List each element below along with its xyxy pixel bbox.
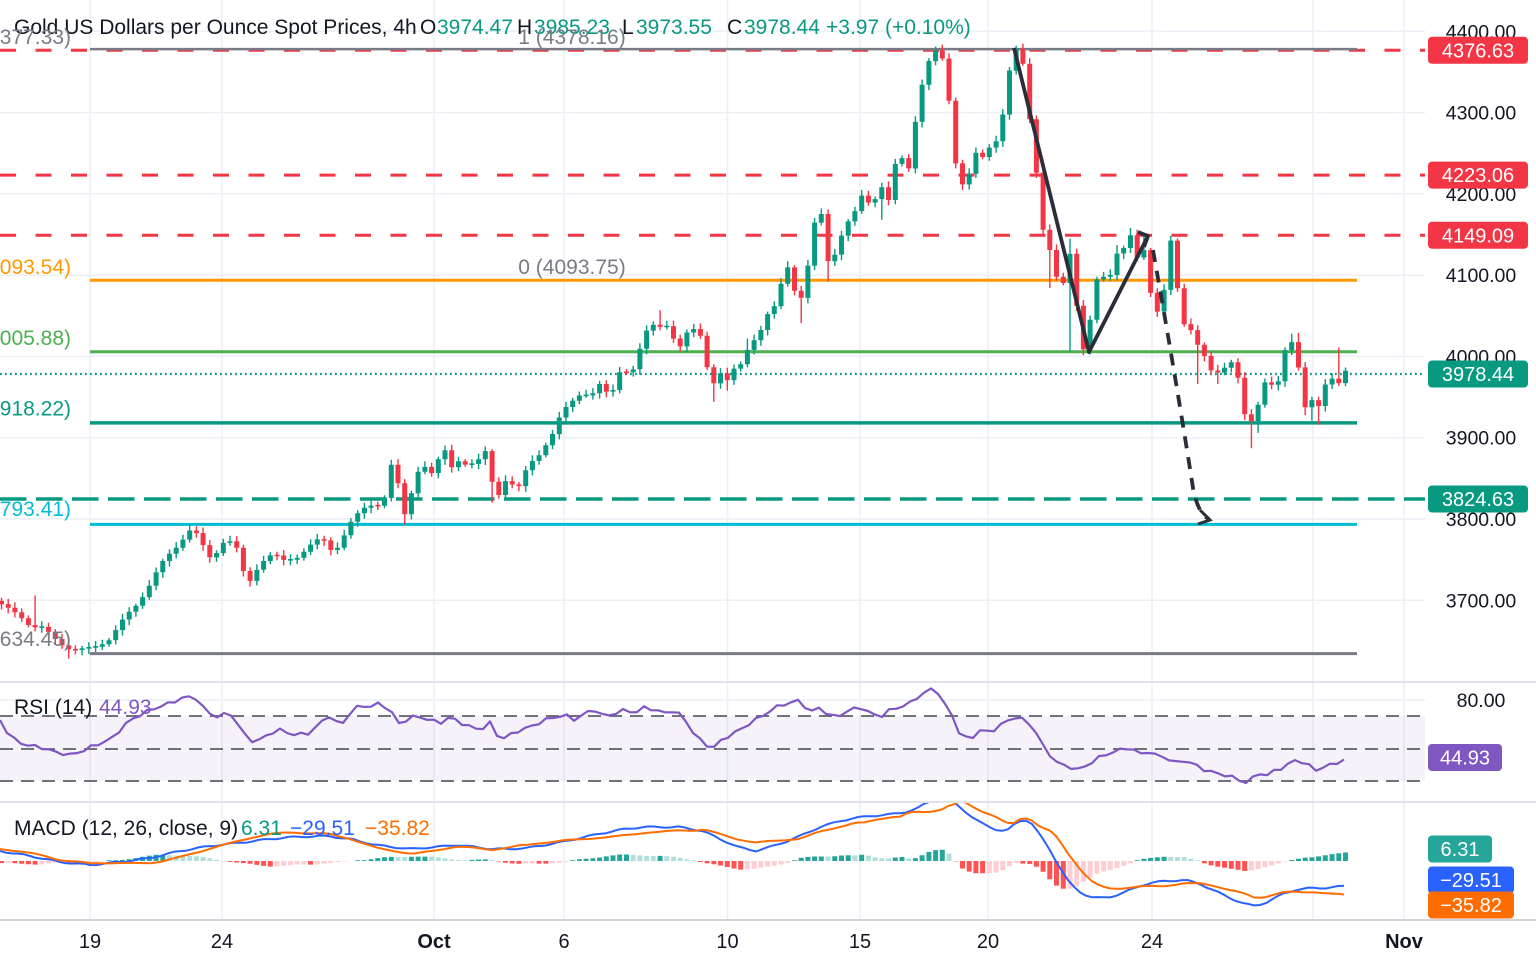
svg-text:3900.00: 3900.00: [1446, 428, 1517, 450]
svg-text:(4377.33): (4377.33): [0, 26, 71, 49]
svg-text:4223.06: 4223.06: [1442, 165, 1514, 187]
svg-text:+3.97 (+0.10%): +3.97 (+0.10%): [826, 16, 971, 39]
svg-text:−35.82: −35.82: [365, 817, 430, 840]
svg-text:Oct: Oct: [417, 931, 451, 953]
svg-text:0 (4093.75): 0 (4093.75): [518, 256, 625, 279]
svg-text:3978.44: 3978.44: [744, 16, 820, 39]
svg-text:Nov: Nov: [1385, 931, 1424, 953]
svg-text:4300.00: 4300.00: [1446, 103, 1517, 125]
svg-text:44.93: 44.93: [99, 696, 152, 719]
svg-text:19: 19: [79, 931, 101, 953]
svg-text:MACD (12, 26, close, 9): MACD (12, 26, close, 9): [14, 817, 238, 840]
svg-text:3700.00: 3700.00: [1446, 590, 1517, 612]
svg-text:H: H: [517, 16, 532, 39]
svg-text:3824.63: 3824.63: [1442, 489, 1514, 511]
svg-text:RSI (14): RSI (14): [14, 696, 92, 719]
svg-text:O: O: [420, 16, 436, 39]
svg-text:6.31: 6.31: [1441, 839, 1480, 861]
svg-text:(3793.41): (3793.41): [0, 498, 71, 521]
svg-text:80.00: 80.00: [1457, 690, 1506, 712]
svg-text:44.93: 44.93: [1440, 748, 1490, 770]
svg-text:24: 24: [211, 931, 233, 953]
svg-text:(3634.45): (3634.45): [0, 628, 71, 651]
svg-text:24: 24: [1141, 931, 1163, 953]
svg-text:3800.00: 3800.00: [1446, 509, 1517, 531]
svg-text:15: 15: [849, 931, 871, 953]
svg-text:−29.51: −29.51: [290, 817, 355, 840]
svg-text:4100.00: 4100.00: [1446, 265, 1517, 287]
svg-text:1 (4378.16): 1 (4378.16): [518, 26, 625, 49]
svg-text:−29.51: −29.51: [1440, 870, 1502, 892]
svg-text:C: C: [727, 16, 742, 39]
svg-text:3973.55: 3973.55: [636, 16, 712, 39]
svg-text:(4093.54): (4093.54): [0, 256, 71, 279]
svg-text:4200.00: 4200.00: [1446, 184, 1517, 206]
svg-text:3985.23: 3985.23: [534, 16, 610, 39]
svg-text:3978.44: 3978.44: [1442, 364, 1514, 386]
svg-text:(4005.88): (4005.88): [0, 327, 71, 350]
svg-text:3974.47: 3974.47: [437, 16, 513, 39]
svg-text:6: 6: [558, 931, 569, 953]
svg-text:L: L: [622, 16, 634, 39]
svg-text:(3918.22): (3918.22): [0, 398, 71, 421]
svg-text:Gold US Dollars per Ounce Spot: Gold US Dollars per Ounce Spot Prices, 4…: [14, 16, 417, 39]
svg-text:4149.09: 4149.09: [1442, 225, 1514, 247]
svg-text:4376.63: 4376.63: [1442, 40, 1514, 62]
svg-text:10: 10: [716, 931, 738, 953]
svg-text:20: 20: [977, 931, 999, 953]
svg-text:−35.82: −35.82: [1440, 895, 1502, 917]
svg-text:6.31: 6.31: [241, 817, 282, 840]
